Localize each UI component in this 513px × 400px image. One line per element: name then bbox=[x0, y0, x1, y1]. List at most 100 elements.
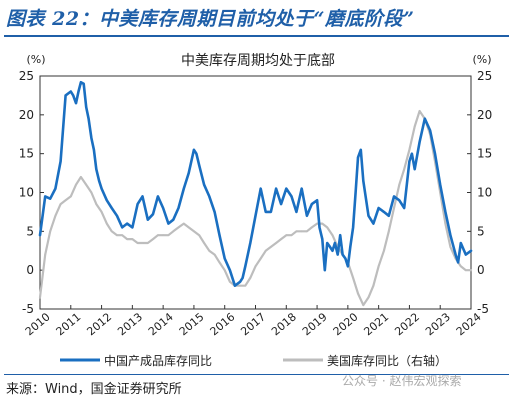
data-point-china bbox=[464, 253, 467, 256]
data-point-china bbox=[326, 242, 329, 244]
data-point-us bbox=[85, 183, 88, 186]
data-point-us bbox=[321, 222, 324, 225]
watermark: 公众号 · 赵伟宏观探索 bbox=[342, 374, 462, 388]
data-point-china bbox=[234, 284, 236, 287]
data-point-us bbox=[208, 249, 211, 252]
data-point-china bbox=[131, 226, 134, 229]
data-point-china bbox=[323, 269, 326, 272]
data-point-china bbox=[75, 102, 77, 105]
data-point-china bbox=[157, 195, 159, 198]
data-point-china bbox=[95, 168, 98, 171]
data-point-china bbox=[300, 187, 303, 190]
left-tick-label: 0 bbox=[26, 263, 34, 277]
data-point-china bbox=[295, 211, 298, 213]
data-point-china bbox=[198, 164, 201, 167]
right-tick-label: 0 bbox=[477, 263, 485, 277]
data-point-china bbox=[347, 265, 349, 268]
data-point-us bbox=[459, 265, 462, 268]
data-point-us bbox=[213, 253, 216, 256]
data-point-china bbox=[372, 222, 375, 225]
data-point-china bbox=[85, 106, 88, 108]
data-point-us bbox=[152, 238, 154, 241]
data-point-china bbox=[285, 187, 288, 190]
x-tick-label: 2012 bbox=[84, 310, 114, 338]
data-point-china bbox=[306, 214, 308, 217]
x-tick-label: 2017 bbox=[238, 310, 268, 338]
data-point-us bbox=[193, 230, 195, 233]
data-point-us bbox=[69, 195, 72, 198]
left-tick-label: 10 bbox=[19, 186, 34, 200]
data-point-china bbox=[398, 199, 401, 202]
data-point-china bbox=[110, 207, 113, 209]
data-point-china bbox=[80, 81, 82, 84]
left-tick-label: -5 bbox=[22, 302, 34, 316]
data-point-china bbox=[229, 269, 231, 272]
data-point-us bbox=[198, 234, 201, 237]
series-layer bbox=[38, 80, 473, 307]
x-tick-label: 2019 bbox=[300, 310, 330, 338]
data-point-us bbox=[44, 253, 47, 256]
data-point-china bbox=[49, 197, 52, 200]
data-point-us bbox=[39, 296, 41, 299]
data-point-china bbox=[354, 191, 357, 194]
left-tick-label: 15 bbox=[19, 147, 34, 161]
data-point-china bbox=[208, 195, 211, 198]
data-point-china bbox=[393, 195, 395, 198]
data-point-china bbox=[429, 129, 431, 132]
data-point-china bbox=[352, 226, 354, 229]
data-point-china bbox=[367, 214, 370, 217]
data-point-china bbox=[77, 90, 80, 93]
data-point-china bbox=[136, 203, 139, 206]
data-point-us bbox=[357, 292, 359, 295]
x-tick-label: 2020 bbox=[331, 310, 361, 338]
data-point-china bbox=[264, 211, 267, 213]
data-point-us bbox=[95, 203, 98, 206]
data-point-us bbox=[316, 222, 318, 225]
data-point-china bbox=[280, 203, 282, 206]
data-point-china bbox=[254, 214, 257, 217]
data-point-us bbox=[54, 214, 57, 217]
data-point-us bbox=[141, 242, 144, 244]
data-point-china bbox=[146, 218, 149, 221]
data-point-us bbox=[146, 242, 149, 244]
data-point-china bbox=[152, 213, 154, 216]
data-point-china bbox=[434, 152, 436, 155]
data-point-china bbox=[403, 207, 406, 209]
data-point-us bbox=[418, 110, 421, 112]
legend-label-us: 美国库存同比（右轴） bbox=[327, 353, 447, 368]
data-point-china bbox=[270, 211, 272, 213]
data-point-us bbox=[270, 246, 272, 248]
data-point-us bbox=[300, 230, 303, 233]
data-point-us bbox=[408, 148, 411, 151]
data-point-us bbox=[110, 230, 113, 233]
data-point-china bbox=[387, 214, 390, 217]
right-tick-label: 15 bbox=[477, 147, 492, 161]
data-point-us bbox=[172, 230, 175, 233]
data-point-us bbox=[244, 284, 247, 287]
data-point-china bbox=[44, 195, 47, 198]
data-point-china bbox=[72, 94, 75, 97]
data-point-us bbox=[121, 234, 124, 237]
data-point-china bbox=[39, 234, 41, 237]
data-point-china bbox=[93, 148, 95, 151]
data-point-us bbox=[470, 269, 472, 272]
data-point-us bbox=[131, 238, 134, 241]
data-point-china bbox=[310, 203, 313, 206]
chart-title: 中美库存周期均处于底部 bbox=[181, 53, 335, 69]
data-point-china bbox=[459, 242, 462, 244]
data-point-china bbox=[423, 117, 426, 120]
x-tick-label: 2013 bbox=[115, 310, 145, 338]
data-point-china bbox=[339, 234, 342, 237]
data-point-china bbox=[98, 179, 100, 182]
data-point-us bbox=[398, 183, 401, 186]
x-tick-label: 2014 bbox=[146, 310, 176, 338]
data-point-china bbox=[362, 179, 365, 182]
data-point-us bbox=[264, 249, 267, 252]
data-point-china bbox=[336, 253, 339, 256]
data-point-us bbox=[306, 230, 308, 233]
data-point-china bbox=[290, 195, 293, 198]
data-point-china bbox=[177, 207, 180, 209]
right-tick-label: 10 bbox=[477, 186, 492, 200]
